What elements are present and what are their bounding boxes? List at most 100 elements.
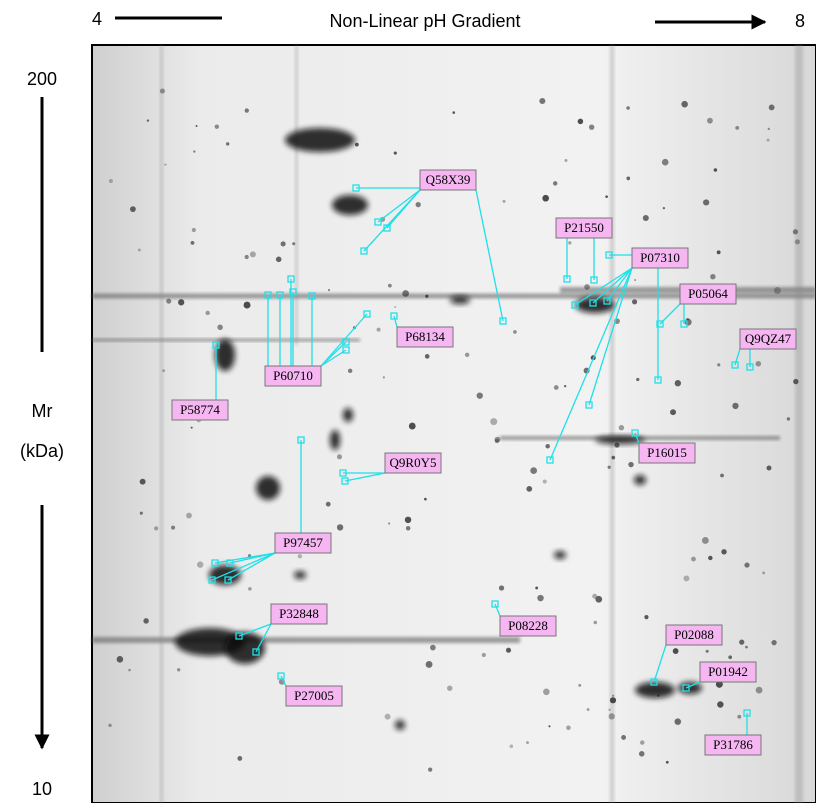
spot-blob bbox=[450, 296, 470, 304]
small-spot bbox=[494, 439, 499, 444]
small-spot bbox=[737, 714, 742, 719]
small-spot bbox=[292, 242, 296, 246]
small-spot bbox=[732, 402, 739, 410]
small-spot bbox=[190, 426, 193, 429]
streak bbox=[92, 293, 816, 299]
small-spot bbox=[424, 497, 427, 501]
protein-label: P08228 bbox=[508, 618, 548, 633]
leader-line bbox=[280, 675, 287, 687]
label-box bbox=[631, 247, 689, 269]
spot-marker bbox=[682, 684, 690, 692]
spot-blob bbox=[330, 430, 340, 450]
small-spot bbox=[428, 767, 433, 772]
small-spot bbox=[404, 516, 412, 524]
small-spot bbox=[402, 290, 409, 297]
small-spot bbox=[548, 725, 551, 728]
leader-line bbox=[588, 267, 633, 406]
small-spot bbox=[355, 142, 359, 147]
small-spot bbox=[703, 199, 710, 206]
small-spot bbox=[248, 587, 252, 591]
spot-marker bbox=[277, 672, 285, 680]
protein-label: P21550 bbox=[564, 220, 604, 235]
spot-marker bbox=[339, 469, 347, 477]
small-spot bbox=[505, 647, 512, 653]
small-spot bbox=[190, 240, 195, 245]
small-spot bbox=[196, 561, 204, 568]
spot-marker bbox=[276, 291, 284, 299]
spot-marker bbox=[342, 338, 350, 346]
lane bbox=[795, 45, 803, 803]
small-spot bbox=[327, 288, 331, 292]
lane bbox=[295, 45, 298, 345]
leader-line bbox=[320, 313, 368, 367]
small-spot bbox=[766, 465, 772, 471]
small-spot bbox=[498, 585, 505, 591]
small-spot bbox=[393, 151, 397, 155]
small-spot bbox=[638, 751, 645, 757]
small-spot bbox=[476, 392, 483, 399]
mr-label: Mr bbox=[32, 401, 53, 421]
small-spot bbox=[394, 305, 397, 308]
spot-marker bbox=[341, 477, 349, 485]
small-spot bbox=[530, 467, 538, 474]
leader-line bbox=[211, 552, 276, 581]
label-box bbox=[555, 217, 613, 239]
spot-marker bbox=[363, 310, 371, 318]
small-spot bbox=[513, 330, 517, 334]
spot-marker bbox=[342, 346, 350, 354]
small-spot bbox=[553, 385, 559, 390]
spot-marker bbox=[352, 184, 360, 192]
leader-line bbox=[606, 267, 633, 302]
small-spot bbox=[537, 594, 544, 602]
spot-marker bbox=[252, 648, 260, 656]
spot-marker bbox=[654, 376, 662, 384]
small-spot bbox=[139, 511, 143, 515]
small-spot bbox=[674, 718, 682, 725]
small-spot bbox=[755, 360, 762, 367]
small-spot bbox=[481, 652, 486, 658]
spot-marker bbox=[746, 363, 754, 371]
spot-marker bbox=[589, 299, 597, 307]
small-spot bbox=[657, 694, 660, 697]
small-spot bbox=[108, 178, 113, 183]
spot-marker bbox=[546, 456, 554, 464]
small-spot bbox=[608, 708, 611, 711]
spot-marker bbox=[743, 709, 751, 717]
small-spot bbox=[526, 485, 533, 492]
label-box bbox=[274, 532, 332, 554]
small-spot bbox=[154, 526, 159, 531]
small-spot bbox=[408, 422, 416, 430]
leader-line bbox=[344, 472, 386, 482]
small-spot bbox=[707, 117, 713, 124]
small-spot bbox=[336, 454, 343, 460]
leader-line bbox=[227, 552, 276, 581]
small-spot bbox=[612, 694, 615, 697]
spot-marker bbox=[631, 429, 639, 437]
small-spot bbox=[735, 125, 740, 130]
small-spot bbox=[661, 158, 669, 166]
small-spot bbox=[578, 683, 582, 687]
small-spot bbox=[708, 555, 713, 561]
spot-blob bbox=[575, 297, 615, 313]
small-spot bbox=[415, 201, 421, 208]
small-spot bbox=[535, 586, 539, 590]
small-spot bbox=[717, 701, 724, 708]
small-spot bbox=[563, 384, 567, 388]
small-spot bbox=[297, 554, 303, 559]
mr-top: 200 bbox=[27, 69, 57, 89]
label-box bbox=[396, 326, 454, 348]
spot-marker bbox=[235, 632, 243, 640]
leader-line bbox=[653, 644, 667, 683]
spot-marker bbox=[731, 361, 739, 369]
leader-line bbox=[685, 681, 701, 689]
small-spot bbox=[564, 159, 568, 162]
mr-bottom: 10 bbox=[32, 779, 52, 799]
small-spot bbox=[605, 195, 608, 198]
annotations: Q58X39 P21550 P07310 P05064 Q9QZ47 P68134 P607… bbox=[171, 169, 797, 756]
small-spot bbox=[430, 644, 436, 651]
leader-line bbox=[549, 267, 633, 461]
label-box bbox=[171, 399, 229, 421]
small-spot bbox=[509, 744, 514, 748]
label-box bbox=[699, 661, 757, 683]
spot-blob bbox=[332, 195, 368, 215]
